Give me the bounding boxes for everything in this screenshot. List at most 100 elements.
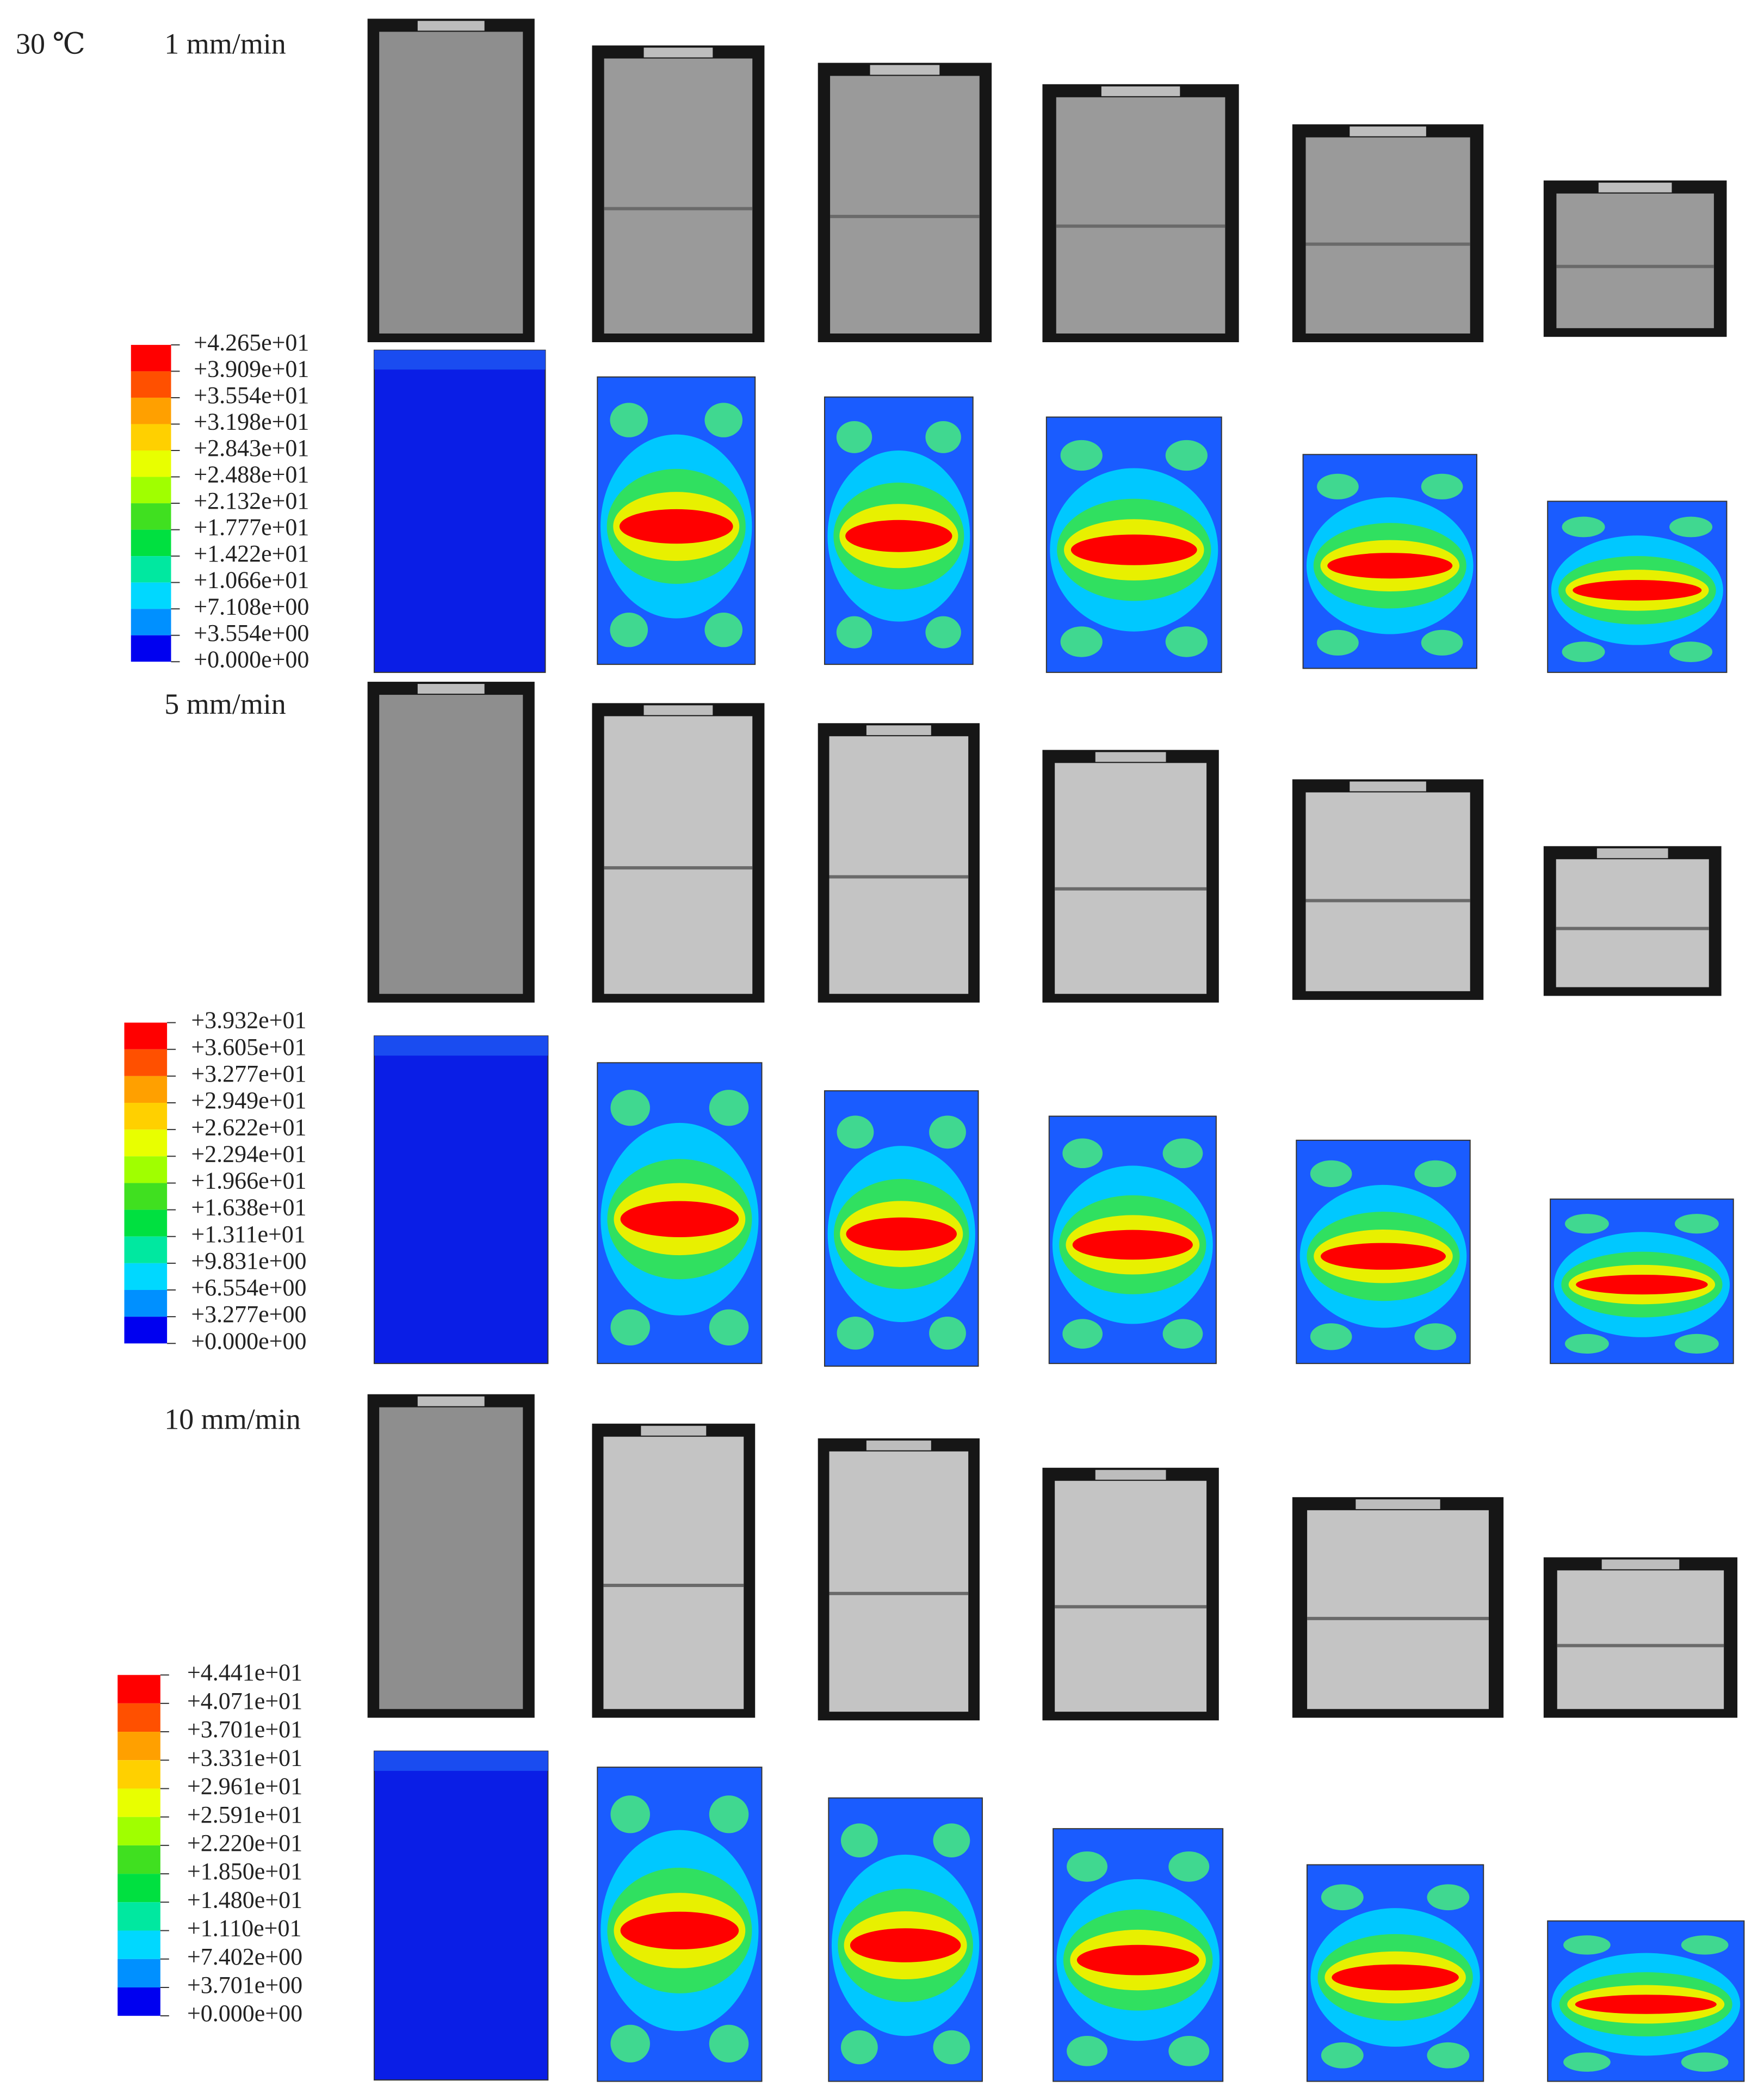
platen xyxy=(1095,1470,1166,1480)
legend-swatch xyxy=(124,1209,168,1237)
contour-zone xyxy=(620,1201,739,1237)
contour-zone xyxy=(836,421,872,453)
contour-zone xyxy=(610,403,648,437)
contour-zone xyxy=(1565,1214,1609,1234)
legend-label: +1.966e+01 xyxy=(191,1168,306,1194)
contour-zone xyxy=(1310,1323,1352,1350)
legend-label: +4.441e+01 xyxy=(187,1659,302,1686)
legend-label: +1.311e+01 xyxy=(191,1221,306,1248)
contour-zone xyxy=(840,2030,878,2065)
contour-zone xyxy=(1168,1851,1210,1882)
fea-contour xyxy=(373,349,546,673)
specimen xyxy=(603,1436,744,1709)
contour-zone xyxy=(1321,1884,1364,1911)
fea-contour xyxy=(1547,1920,1745,2082)
contour-zone xyxy=(1414,1160,1457,1187)
legend-label: +2.622e+01 xyxy=(191,1114,306,1140)
legend-label: +1.110e+01 xyxy=(187,1915,302,1942)
legend-label: +3.554e+00 xyxy=(194,620,309,646)
platen xyxy=(1601,1559,1680,1570)
contour-zone xyxy=(850,1928,961,1962)
contour-zone xyxy=(840,1823,878,1858)
contour-zone xyxy=(1162,1319,1203,1349)
contour-zone xyxy=(1675,1333,1719,1354)
contour-zone xyxy=(704,403,743,437)
contour-zone xyxy=(1675,1214,1719,1234)
legend-swatch xyxy=(124,1103,168,1130)
legend-swatch xyxy=(124,1290,168,1317)
specimen xyxy=(1305,137,1470,334)
contour-zone xyxy=(1310,1160,1352,1187)
specimen-photo xyxy=(367,18,535,342)
legend-swatch xyxy=(131,424,171,451)
legend-label: +0.000e+00 xyxy=(191,1328,306,1354)
specimen xyxy=(604,58,753,334)
contour-zone xyxy=(610,2024,650,2063)
contour-zone xyxy=(704,613,743,647)
contour-zone xyxy=(610,1090,650,1126)
legend-label: +2.220e+01 xyxy=(187,1830,302,1856)
rate-label: 5 mm/min xyxy=(164,688,286,720)
legend-swatch xyxy=(131,609,171,635)
legend-label: +9.831e+00 xyxy=(191,1248,306,1274)
contour-zone xyxy=(1067,1851,1107,1882)
platen xyxy=(866,725,931,736)
contour-zone xyxy=(1575,1995,1717,2014)
specimen xyxy=(1556,859,1709,987)
legend-swatch xyxy=(131,635,171,662)
legend-label: +3.277e+00 xyxy=(191,1301,306,1328)
legend-swatch xyxy=(131,503,171,530)
contour-zone xyxy=(1332,1964,1459,1991)
specimen xyxy=(379,32,523,334)
platen xyxy=(1095,752,1166,762)
contour-zone xyxy=(1681,2052,1729,2072)
contour-zone xyxy=(1317,629,1359,656)
legend-swatch xyxy=(131,344,171,372)
contour-zone xyxy=(837,1115,874,1149)
contour-zone xyxy=(1165,626,1208,657)
contour-zone xyxy=(1681,1935,1729,1955)
legend-label: +1.480e+01 xyxy=(187,1886,302,1913)
specimen xyxy=(379,695,523,994)
contour-zone xyxy=(610,1309,650,1345)
legend-swatch xyxy=(124,1049,168,1076)
contour-base xyxy=(373,1750,549,2081)
legend-label: +3.554e+01 xyxy=(194,382,309,409)
legend-label: +0.000e+00 xyxy=(194,646,309,672)
fea-contour xyxy=(1053,1828,1224,2082)
contour-zone xyxy=(1162,1138,1203,1169)
specimen-photo xyxy=(818,1438,980,1721)
legend-label: +2.132e+01 xyxy=(194,487,309,514)
fea-contour xyxy=(373,1035,549,1365)
platen xyxy=(1356,1499,1440,1509)
contour-zone xyxy=(925,421,961,453)
specimen-photo xyxy=(1543,1557,1738,1718)
specimen-photo xyxy=(1042,1467,1219,1721)
contour-zone xyxy=(929,1115,966,1149)
specimen xyxy=(1307,1510,1489,1709)
specimen-photo xyxy=(1543,180,1727,337)
platen xyxy=(1101,86,1180,96)
contour-zone xyxy=(1076,1944,1199,1975)
legend-label: +2.488e+01 xyxy=(194,461,309,488)
contour-zone xyxy=(1427,1884,1470,1911)
contour-zone xyxy=(1421,629,1463,656)
contour-zone xyxy=(1576,1274,1708,1295)
legend-label: +7.402e+00 xyxy=(187,1943,302,1970)
legend-label: +3.701e+01 xyxy=(187,1716,302,1743)
contour-zone xyxy=(1321,2042,1364,2069)
legend-swatch xyxy=(117,1930,160,1959)
fea-contour xyxy=(597,1062,763,1365)
contour-zone xyxy=(709,1795,749,1833)
contour-zone xyxy=(1563,1935,1611,1955)
legend-swatch xyxy=(124,1156,168,1183)
specimen-photo xyxy=(592,703,765,1003)
legend-swatch xyxy=(124,1076,168,1103)
specimen-photo xyxy=(818,63,992,342)
contour-band xyxy=(374,350,546,370)
fea-contour xyxy=(1547,501,1728,673)
platen xyxy=(870,65,940,75)
contour-zone xyxy=(1062,1138,1103,1169)
